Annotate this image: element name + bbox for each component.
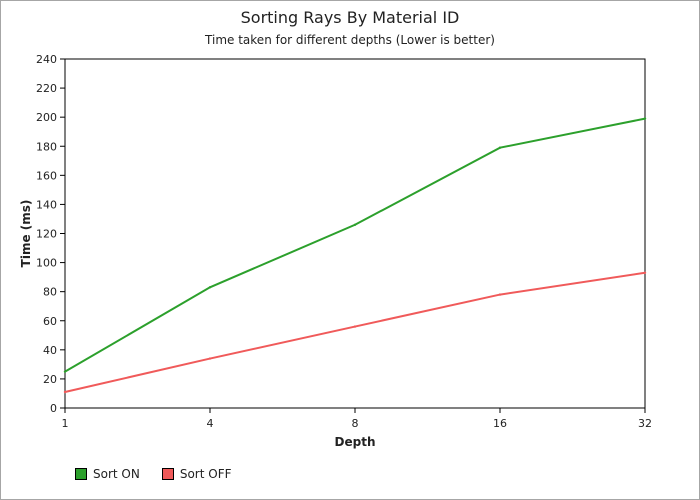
x-tick-label: 4 bbox=[207, 417, 214, 430]
x-tick-label: 8 bbox=[352, 417, 359, 430]
data-point bbox=[63, 370, 67, 373]
y-tick-label: 20 bbox=[43, 373, 57, 386]
chart-subtitle: Time taken for different depths (Lower i… bbox=[205, 33, 495, 47]
legend-item-sort-on[interactable]: Sort ON bbox=[75, 467, 140, 481]
x-tick-label: 16 bbox=[493, 417, 507, 430]
data-point bbox=[208, 286, 212, 289]
y-tick-label: 60 bbox=[43, 315, 57, 328]
y-tick-label: 180 bbox=[36, 140, 57, 153]
y-axis-ticks: 0 20 40 60 80 100 120 140 160 180 200 220 240 bbox=[36, 53, 65, 415]
series-lines bbox=[63, 117, 647, 394]
x-axis-label: Depth bbox=[335, 435, 376, 449]
legend-label-sort-on: Sort ON bbox=[93, 467, 140, 481]
legend-item-sort-off[interactable]: Sort OFF bbox=[161, 467, 232, 481]
x-tick-label: 1 bbox=[62, 417, 69, 430]
plot-area bbox=[64, 58, 646, 409]
x-tick-label: 32 bbox=[638, 417, 652, 430]
legend: Sort ON Sort OFF bbox=[75, 467, 254, 481]
x-axis-ticks: 1 4 8 16 32 bbox=[62, 408, 652, 430]
y-tick-label: 200 bbox=[36, 111, 57, 124]
y-tick-label: 140 bbox=[36, 198, 57, 211]
data-point bbox=[643, 117, 647, 120]
y-tick-label: 160 bbox=[36, 169, 57, 182]
y-axis-label: Time (ms) bbox=[19, 200, 33, 268]
y-tick-label: 40 bbox=[43, 344, 57, 357]
data-point bbox=[643, 271, 647, 274]
legend-label-sort-off: Sort OFF bbox=[179, 467, 232, 481]
data-point bbox=[353, 325, 357, 328]
data-point bbox=[208, 357, 212, 360]
data-point bbox=[353, 223, 357, 226]
y-tick-label: 220 bbox=[36, 82, 57, 95]
legend-swatch-sort-off bbox=[161, 468, 174, 480]
y-tick-label: 100 bbox=[36, 257, 57, 270]
y-tick-label: 240 bbox=[36, 53, 57, 66]
y-tick-label: 80 bbox=[43, 286, 57, 299]
series-line-sort-off[interactable] bbox=[64, 271, 646, 393]
chart-title: Sorting Rays By Material ID bbox=[240, 8, 460, 27]
y-tick-label: 120 bbox=[36, 228, 57, 241]
y-tick-label: 0 bbox=[50, 402, 57, 415]
data-point bbox=[63, 390, 67, 394]
series-line-sort-on[interactable] bbox=[64, 117, 646, 373]
data-point bbox=[498, 293, 502, 296]
legend-swatch-sort-on bbox=[75, 468, 87, 480]
data-point bbox=[498, 146, 502, 149]
